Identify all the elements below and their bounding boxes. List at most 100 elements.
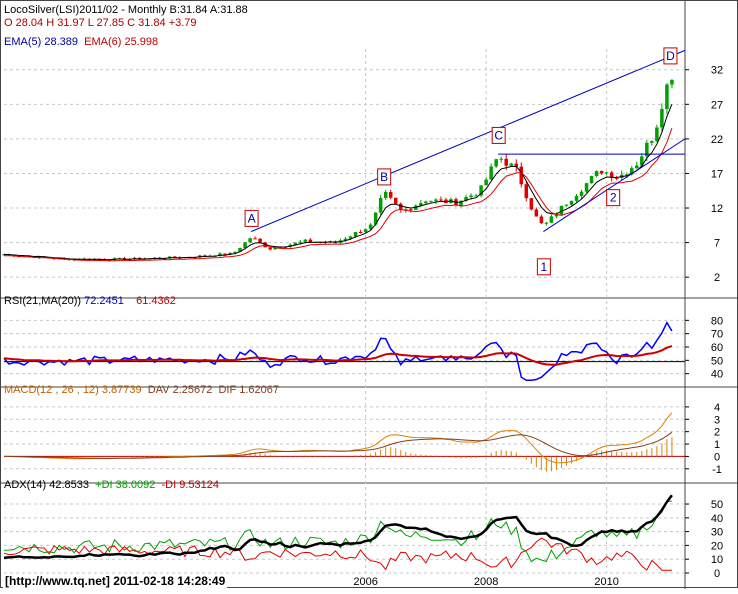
- candle-body: [514, 163, 519, 167]
- macd-tick-label: 4: [714, 402, 720, 414]
- annotation-label-B: B: [380, 170, 388, 184]
- candle-body: [383, 192, 388, 198]
- trendline-upper: [250, 49, 686, 232]
- macd-tick-label: 1: [714, 439, 720, 451]
- macd-value: 3.87739: [101, 384, 142, 396]
- trendline-lower: [543, 138, 686, 232]
- candle-body: [308, 239, 313, 243]
- candle-body: [414, 205, 418, 210]
- candle-body: [594, 171, 599, 177]
- candle-body: [439, 199, 443, 201]
- macd-legend: MACD(12 , 26 , 12) 3.87739 DAV 2.25672 D…: [4, 384, 279, 396]
- candle-body: [223, 253, 227, 255]
- candle-body: [539, 216, 544, 224]
- candle-body: [529, 198, 534, 210]
- candle-body: [238, 248, 242, 252]
- candle-body: [614, 177, 619, 179]
- price-tick-label: 2: [714, 272, 720, 284]
- candle-body: [419, 203, 423, 206]
- candle-body: [303, 239, 308, 242]
- candle-body: [343, 238, 348, 241]
- candle-body: [273, 247, 277, 250]
- macd-line: [3, 412, 673, 464]
- macd-dif: DIF 1.62067: [218, 384, 280, 396]
- candle-body: [429, 200, 433, 202]
- adx-tick-label: 30: [711, 527, 723, 539]
- candle-body: [509, 163, 513, 166]
- macd-title: MACD(12 , 26 , 12): [4, 384, 99, 396]
- candle-body: [378, 197, 383, 213]
- candle-body: [559, 205, 564, 215]
- candle-body: [253, 238, 257, 240]
- adx-value: 42.8533: [49, 479, 90, 491]
- adx-tick-label: 20: [711, 540, 723, 552]
- footer-source: [http://www.tq.net] 2011-02-18 14:28:49: [3, 574, 228, 588]
- annotation-label-2: 2: [610, 191, 617, 205]
- annotation-box: [663, 47, 678, 65]
- pdi-line: [3, 500, 672, 563]
- candle-body: [519, 166, 524, 185]
- candle-body: [398, 203, 403, 210]
- candles: [2, 79, 674, 262]
- candle-body: [534, 209, 539, 217]
- candle-body: [564, 204, 569, 206]
- rsi-tick-label: 60: [711, 342, 723, 354]
- candle-body: [645, 142, 649, 157]
- ema6-line: [4, 128, 673, 262]
- annotation-label-A: A: [248, 211, 256, 225]
- rsi-ma-line: [3, 345, 673, 366]
- price-tick-label: 7: [714, 238, 720, 250]
- macd-tick-label: 0: [714, 451, 720, 463]
- candle-body: [393, 197, 398, 204]
- rsi-value: 72.2451: [84, 295, 124, 307]
- candle-body: [434, 199, 438, 201]
- chart-title: LocoSilver(LSI)2011/02: [4, 4, 119, 16]
- candle-body: [368, 224, 373, 230]
- candle-body: [630, 168, 634, 175]
- candle-body: [544, 222, 549, 224]
- candle-body: [574, 195, 579, 201]
- candle-body: [37, 256, 41, 258]
- annotation-box: [536, 258, 551, 276]
- macd-signal-line: [4, 431, 673, 459]
- adx-legend: ADX(14) 42.8533 +DI 38.0092 -DI 9.53124: [4, 479, 219, 491]
- candle-body: [388, 192, 393, 198]
- rsi-ma-value: 61.4362: [136, 295, 176, 307]
- candle-body: [660, 108, 664, 128]
- ohlc-line: O 28.04 H 31.97 L 27.85 C 31.84 +3.79: [4, 17, 197, 29]
- rsi-tick-label: 40: [711, 369, 723, 381]
- candle-body: [599, 171, 604, 174]
- annotation-label-D: D: [666, 49, 675, 63]
- annotation-label-1: 1: [541, 260, 548, 274]
- rsi-tick-label: 80: [711, 315, 723, 327]
- candle-body: [258, 238, 262, 243]
- rsi-tick-label: 50: [711, 355, 723, 367]
- candle-body: [670, 79, 674, 85]
- candle-body: [203, 255, 207, 257]
- candle-body: [609, 172, 614, 178]
- candle-body: [353, 232, 358, 237]
- candle-body: [263, 242, 267, 248]
- candle-body: [243, 242, 247, 249]
- candle-body: [640, 156, 644, 166]
- candle-body: [424, 201, 428, 204]
- candle-body: [404, 209, 408, 211]
- time-tick-label: 2008: [474, 576, 498, 588]
- quote-text: - Monthly B:31.84 A:31.88: [118, 4, 248, 16]
- candle-body: [665, 84, 669, 109]
- mdi-value: -DI 9.53124: [161, 479, 219, 491]
- candle-body: [494, 159, 498, 167]
- candle-body: [298, 241, 303, 243]
- macd-dav: DAV 2.25672: [147, 384, 213, 396]
- candle-body: [248, 238, 252, 243]
- rsi-line: [3, 321, 673, 382]
- price-tick-label: 32: [711, 65, 723, 77]
- candle-body: [233, 251, 237, 253]
- adx-tick-label: 0: [714, 568, 720, 580]
- adx-tick-label: 50: [711, 499, 723, 511]
- adx-title: ADX(14): [4, 479, 47, 491]
- rsi-title: RSI(21,MA(20)): [4, 295, 82, 307]
- annotation-label-C: C: [494, 128, 503, 142]
- candle-body: [459, 200, 463, 206]
- candle-body: [474, 195, 478, 197]
